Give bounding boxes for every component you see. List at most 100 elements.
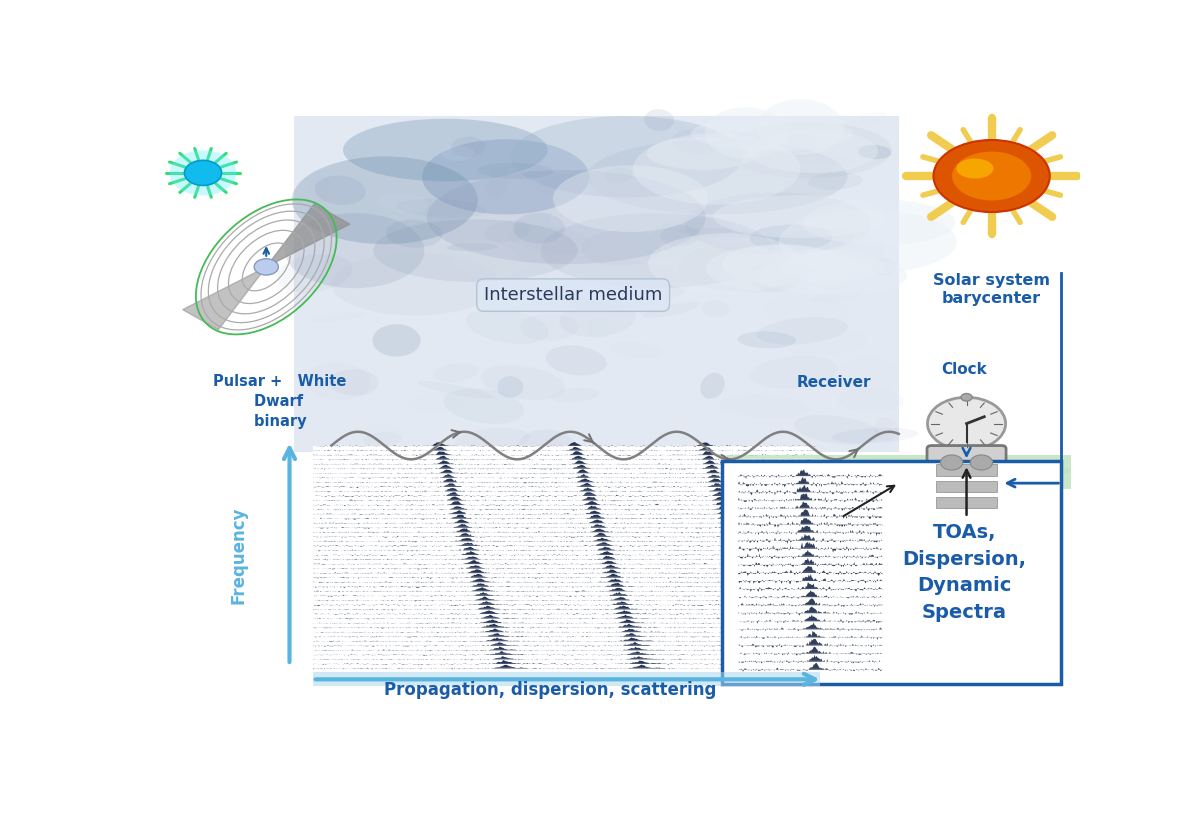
Ellipse shape <box>685 192 871 255</box>
Ellipse shape <box>794 415 880 445</box>
Ellipse shape <box>553 295 612 308</box>
Ellipse shape <box>642 302 700 318</box>
Ellipse shape <box>442 146 475 161</box>
Ellipse shape <box>725 122 892 178</box>
Ellipse shape <box>587 139 847 214</box>
Ellipse shape <box>364 432 402 447</box>
Ellipse shape <box>373 219 578 282</box>
Bar <box>313 445 815 668</box>
Ellipse shape <box>660 225 700 247</box>
Ellipse shape <box>952 151 1031 200</box>
Ellipse shape <box>647 137 757 170</box>
Ellipse shape <box>677 228 761 238</box>
Ellipse shape <box>433 363 479 382</box>
Ellipse shape <box>858 145 892 160</box>
Ellipse shape <box>485 221 530 243</box>
Ellipse shape <box>466 309 548 344</box>
Ellipse shape <box>784 154 856 164</box>
Ellipse shape <box>343 119 547 182</box>
Ellipse shape <box>781 329 866 356</box>
Ellipse shape <box>806 237 890 274</box>
Text: Pulsar +   White
        Dwarf
        binary: Pulsar + White Dwarf binary <box>214 374 347 429</box>
Ellipse shape <box>520 430 576 463</box>
Polygon shape <box>182 267 266 330</box>
Bar <box>936 464 997 475</box>
Ellipse shape <box>934 140 1050 212</box>
Ellipse shape <box>292 190 347 206</box>
Ellipse shape <box>760 256 907 295</box>
Ellipse shape <box>478 163 553 179</box>
Circle shape <box>185 160 222 186</box>
Ellipse shape <box>808 173 863 190</box>
Ellipse shape <box>678 243 817 292</box>
Ellipse shape <box>396 199 486 218</box>
Ellipse shape <box>605 168 632 183</box>
Ellipse shape <box>749 129 878 173</box>
Ellipse shape <box>497 376 523 398</box>
Ellipse shape <box>408 392 466 412</box>
Ellipse shape <box>422 139 589 214</box>
Circle shape <box>941 455 962 470</box>
Text: TOAs,
Dispersion,
Dynamic
Spectra: TOAs, Dispersion, Dynamic Spectra <box>902 523 1026 622</box>
Ellipse shape <box>724 271 749 282</box>
Ellipse shape <box>750 225 833 251</box>
Ellipse shape <box>701 300 730 317</box>
Ellipse shape <box>559 300 636 337</box>
Ellipse shape <box>553 165 708 232</box>
Ellipse shape <box>763 276 826 293</box>
Ellipse shape <box>701 373 725 399</box>
Ellipse shape <box>277 254 353 292</box>
Ellipse shape <box>956 159 994 178</box>
Circle shape <box>961 393 972 401</box>
Ellipse shape <box>846 236 887 263</box>
Ellipse shape <box>451 137 486 157</box>
Ellipse shape <box>450 240 520 278</box>
Ellipse shape <box>779 210 956 274</box>
Ellipse shape <box>514 212 565 243</box>
Ellipse shape <box>340 425 403 444</box>
Bar <box>294 116 899 452</box>
Bar <box>936 480 997 492</box>
Ellipse shape <box>727 458 1070 484</box>
Bar <box>727 455 1070 489</box>
Ellipse shape <box>743 226 797 247</box>
Ellipse shape <box>730 131 781 143</box>
Ellipse shape <box>803 199 955 246</box>
Ellipse shape <box>510 116 743 198</box>
Ellipse shape <box>776 243 859 251</box>
Ellipse shape <box>644 109 674 131</box>
Ellipse shape <box>781 250 884 283</box>
FancyBboxPatch shape <box>722 462 1062 684</box>
Ellipse shape <box>378 193 428 213</box>
Text: Receiver: Receiver <box>797 375 871 391</box>
Ellipse shape <box>634 133 800 205</box>
Ellipse shape <box>756 317 847 344</box>
Circle shape <box>254 259 278 275</box>
Ellipse shape <box>766 228 854 254</box>
Ellipse shape <box>874 418 899 441</box>
Ellipse shape <box>444 388 524 424</box>
Ellipse shape <box>446 243 498 252</box>
Ellipse shape <box>628 222 714 259</box>
Ellipse shape <box>738 331 797 348</box>
Ellipse shape <box>786 133 816 157</box>
Ellipse shape <box>314 176 366 205</box>
Ellipse shape <box>487 167 508 199</box>
Ellipse shape <box>648 233 803 294</box>
Ellipse shape <box>292 156 478 244</box>
Ellipse shape <box>546 345 607 375</box>
Ellipse shape <box>713 195 887 238</box>
Ellipse shape <box>550 211 583 227</box>
Ellipse shape <box>704 107 787 159</box>
Ellipse shape <box>757 99 844 155</box>
Circle shape <box>169 151 236 195</box>
Ellipse shape <box>749 261 802 292</box>
Circle shape <box>928 397 1006 450</box>
Text: Frequency: Frequency <box>229 506 247 604</box>
Ellipse shape <box>838 388 905 412</box>
Ellipse shape <box>386 220 443 247</box>
Ellipse shape <box>330 370 379 396</box>
Ellipse shape <box>872 258 896 275</box>
Bar <box>313 672 820 685</box>
FancyBboxPatch shape <box>928 445 1006 521</box>
